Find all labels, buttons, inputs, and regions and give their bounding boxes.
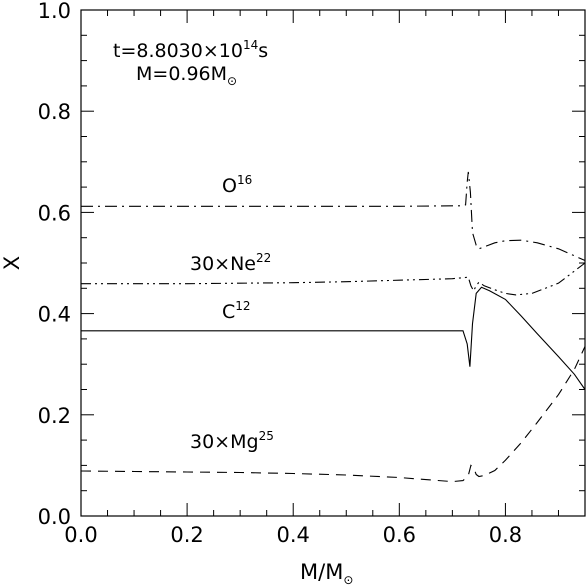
series-label-c12-sup: 12: [235, 299, 250, 313]
y-tick-label: 0.2: [38, 404, 71, 428]
series-line-3: [80, 346, 586, 483]
series-label-mg25-text: 30×Mg: [190, 431, 259, 453]
x-axis-label-subscript: ⊙: [343, 573, 353, 585]
y-tick-label: 1.0: [38, 0, 71, 23]
series-label-ne22-text: 30×Ne: [190, 253, 256, 275]
time-annotation-exponent: 14: [243, 38, 258, 52]
x-axis-label: M/M⊙: [300, 560, 353, 585]
y-tick-label: 0.4: [38, 303, 71, 327]
tick-labels: 0.0 0.2 0.4 0.6 0.8 0.0 0.2 0.4 0.6 0.8 1.0: [38, 0, 523, 547]
series-label-mg25: 30×Mg25: [190, 429, 274, 453]
time-annotation-unit: s: [258, 40, 268, 62]
y-tick-label: 0.8: [38, 100, 71, 124]
series-label-o16: O16: [222, 173, 252, 197]
mass-annotation-text: M=0.96M: [136, 63, 227, 85]
time-annotation: t=8.8030×1014s: [113, 38, 268, 62]
y-tick-label: 0.0: [38, 505, 71, 529]
x-tick-label: 0.8: [489, 523, 522, 547]
x-tick-label: 0.2: [170, 523, 203, 547]
series-label-ne22: 30×Ne22: [190, 251, 271, 275]
plot-frame: [80, 9, 586, 517]
axis-ticks: [80, 9, 586, 517]
x-tick-label: 0.0: [64, 523, 97, 547]
mass-annotation: M=0.96M⊙: [136, 63, 237, 88]
y-tick-label: 0.6: [38, 201, 71, 225]
series-label-o16-text: O: [222, 175, 237, 197]
x-tick-label: 0.6: [383, 523, 416, 547]
series-label-ne22-sup: 22: [256, 251, 271, 265]
series-label-o16-sup: 16: [237, 173, 252, 187]
series-label-c12: C12: [222, 299, 251, 323]
series-line-2: [81, 286, 586, 390]
series-label-mg25-sup: 25: [259, 429, 274, 443]
series-line-1: [81, 262, 586, 296]
mass-annotation-subscript: ⊙: [227, 74, 237, 88]
series-label-c12-text: C: [222, 301, 235, 323]
x-axis-label-text: M/M: [300, 560, 343, 584]
y-axis-label: X: [0, 256, 24, 270]
time-annotation-text: t=8.8030×10: [113, 40, 243, 62]
x-tick-label: 0.4: [277, 523, 310, 547]
series-layer: [80, 171, 586, 483]
series-line-0: [81, 171, 586, 262]
